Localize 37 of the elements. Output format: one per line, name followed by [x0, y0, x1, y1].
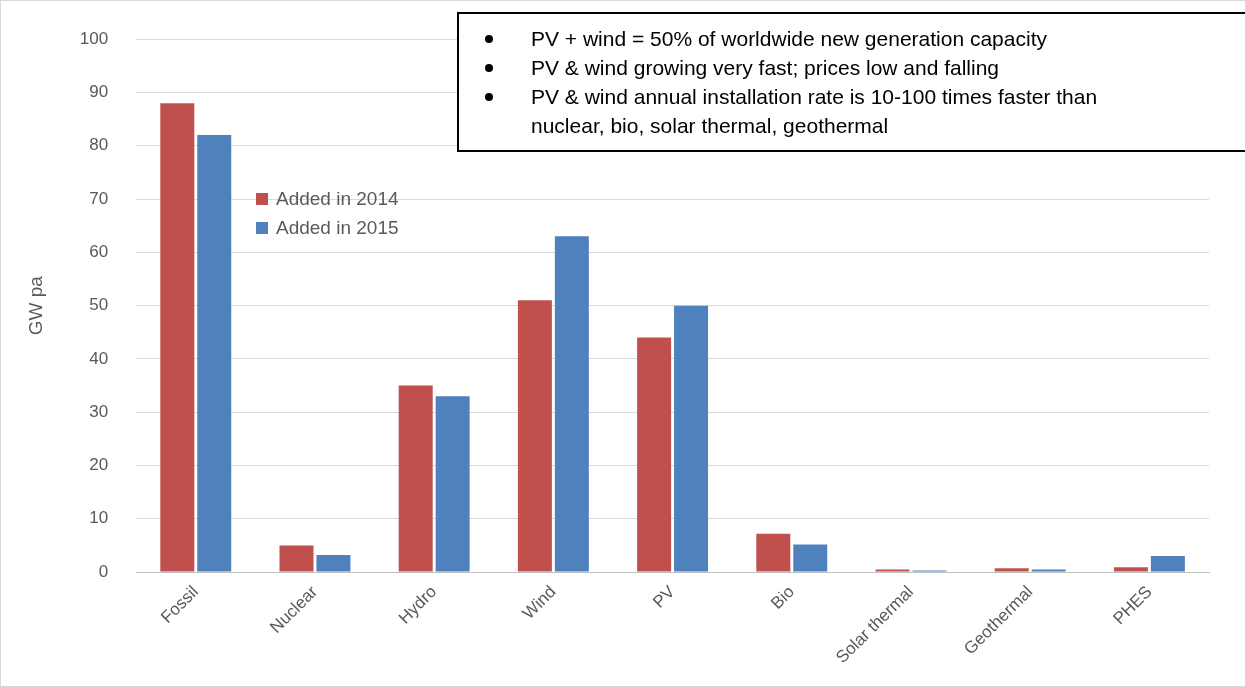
y-tick-label: 0: [98, 561, 109, 581]
y-tick-label: 20: [89, 455, 109, 475]
bar: [1150, 556, 1185, 572]
text-box: PV + wind = 50% of worldwide new generation capacity PV & wind growing very fast; prices low and falling PV & wind annual installation rate is 10-100 times faster than nuclear, bio, solar thermal, geothermal: [457, 12, 1245, 152]
bar: [793, 544, 828, 572]
bar: [197, 135, 232, 572]
bar: [674, 305, 709, 572]
bar: [398, 385, 433, 572]
annotation: PV & wind growing very fast; prices low and falling: [531, 55, 1000, 81]
bar: [875, 569, 910, 572]
legend-label: Added in 2014: [276, 187, 399, 210]
legend-label: Added in 2015: [276, 216, 399, 239]
y-tick-label: 90: [89, 82, 109, 102]
y-tick-label: 40: [89, 348, 109, 368]
annotation: PV + wind = 50% of worldwide new generation capacity: [531, 26, 1047, 52]
x-tick-label: PV: [649, 581, 680, 612]
bar: [160, 103, 195, 572]
bar: [517, 300, 552, 572]
bar: [637, 337, 672, 572]
y-tick-label: 30: [89, 401, 109, 421]
bar: [316, 555, 351, 572]
bar: [1031, 569, 1066, 572]
x-tick-label: Bio: [767, 582, 798, 613]
y-tick-label: 80: [89, 135, 109, 155]
bar: [1113, 567, 1148, 572]
y-axis-title: GW pa: [24, 275, 46, 336]
bar: [994, 568, 1029, 572]
y-tick-label: 100: [79, 28, 109, 48]
y-tick-label: 70: [89, 188, 109, 208]
y-tick-label: 10: [89, 508, 109, 528]
y-tick-label: 50: [89, 295, 109, 315]
bar: [756, 533, 791, 572]
bar: [435, 396, 470, 572]
annotation: PV & wind annual installation rate is 10-100 times faster than nuclear, bio, solar thermal, geothermal: [531, 84, 1099, 139]
bar: [554, 236, 589, 572]
y-tick-label: 60: [89, 242, 109, 262]
bar: [279, 545, 314, 572]
